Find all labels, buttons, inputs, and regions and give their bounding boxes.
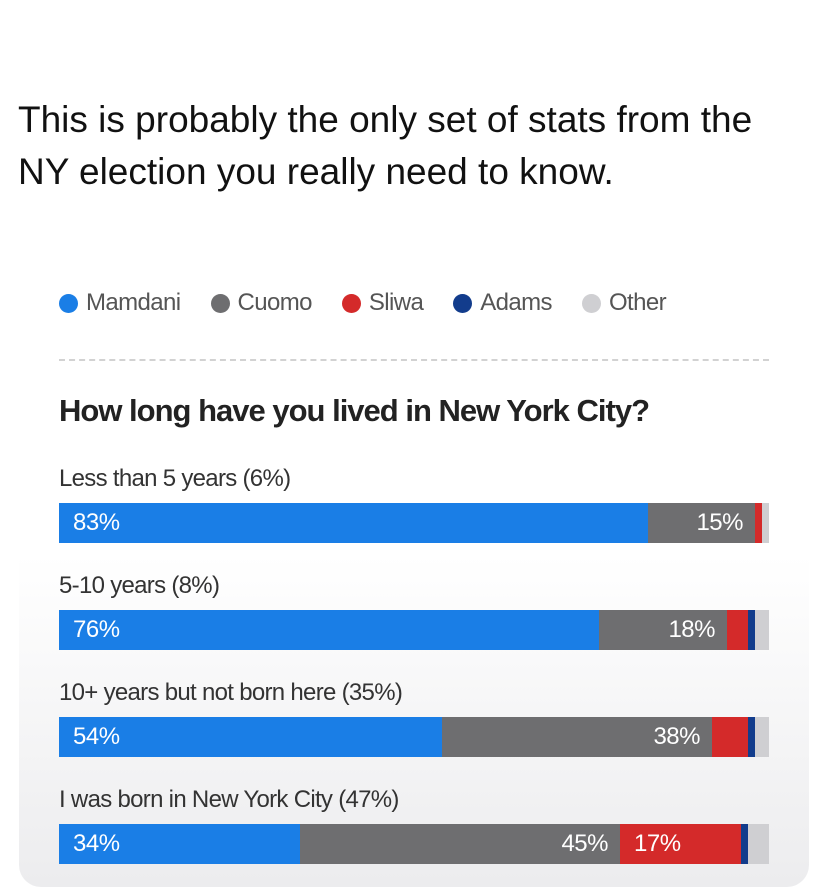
stacked-bar: 54% 38% <box>59 717 769 757</box>
bar-segment-mamdani: 83% <box>59 503 648 543</box>
legend-swatch <box>341 293 361 313</box>
legend-item-other: Other <box>581 289 667 317</box>
bar-segment-mamdani: 76% <box>59 610 599 650</box>
data-label: 54% <box>73 723 120 750</box>
bar-segment-cuomo: 45% <box>300 824 620 864</box>
legend-item-adams: Adams <box>453 289 553 317</box>
legend-label: Adams <box>480 289 552 316</box>
bar-row: 5-10 years (8%) 76% 18% <box>59 570 769 650</box>
bar-segment-mamdani: 34% <box>59 824 300 864</box>
bar-segment-cuomo: 38% <box>442 717 712 757</box>
legend-label: Mamdani <box>86 289 181 316</box>
legend-divider <box>59 359 769 361</box>
category-label: 5-10 years (8%) <box>59 572 220 599</box>
stacked-bar: 83% 15% <box>59 503 769 543</box>
legend-item-cuomo: Cuomo <box>210 289 313 317</box>
bar-segment-sliwa <box>712 717 748 757</box>
legend: Mamdani Cuomo Sliwa Adams Other <box>59 285 667 321</box>
bar-row: Less than 5 years (6%) 83% 15% <box>59 463 769 543</box>
stacked-bar: 76% 18% <box>59 610 769 650</box>
legend-swatch <box>453 293 473 313</box>
data-label: 76% <box>73 616 120 643</box>
bar-segment-cuomo: 18% <box>599 610 727 650</box>
bar-segment-other <box>755 717 769 757</box>
data-label: 17% <box>634 830 681 857</box>
bar-segment-other <box>748 824 769 864</box>
bar-segment-sliwa: 17% <box>620 824 741 864</box>
data-label: 83% <box>73 509 120 536</box>
data-label: 45% <box>561 830 608 857</box>
bar-segment-other <box>762 503 769 543</box>
bar-segment-adams <box>741 824 748 864</box>
category-label: 10+ years but not born here (35%) <box>59 679 403 706</box>
bar-segment-adams <box>748 610 755 650</box>
data-label: 15% <box>696 509 743 536</box>
data-label: 18% <box>668 616 715 643</box>
category-label: Less than 5 years (6%) <box>59 465 291 492</box>
legend-label: Sliwa <box>368 289 424 316</box>
legend-swatch <box>59 293 78 313</box>
bar-segment-sliwa <box>755 503 762 543</box>
legend-swatch <box>210 293 230 313</box>
bar-row: 10+ years but not born here (35%) 54% 38% <box>59 677 769 757</box>
stacked-bar: 34% 45% 17% <box>59 824 769 864</box>
chart-title: How long have you lived in New York City… <box>59 393 650 428</box>
bar-segment-other <box>755 610 769 650</box>
legend-item-mamdani: Mamdani <box>59 289 181 317</box>
bar-segment-sliwa <box>727 610 748 650</box>
bar-segment-adams <box>748 717 755 757</box>
category-label: I was born in New York City (47%) <box>59 786 399 813</box>
legend-swatch <box>581 293 601 313</box>
legend-label: Other <box>608 289 667 316</box>
chart-card: Mamdani Cuomo Sliwa Adams Other How long hav… <box>19 255 809 887</box>
legend-item-sliwa: Sliwa <box>341 289 424 317</box>
data-label: 34% <box>73 830 120 857</box>
data-label: 38% <box>653 723 700 750</box>
bar-segment-cuomo: 15% <box>648 503 755 543</box>
legend-label: Cuomo <box>237 289 313 316</box>
bar-segment-mamdani: 54% <box>59 717 442 757</box>
bar-row: I was born in New York City (47%) 34% 45% 1… <box>59 784 769 864</box>
post-text: This is probably the only set of stats f… <box>18 99 753 192</box>
